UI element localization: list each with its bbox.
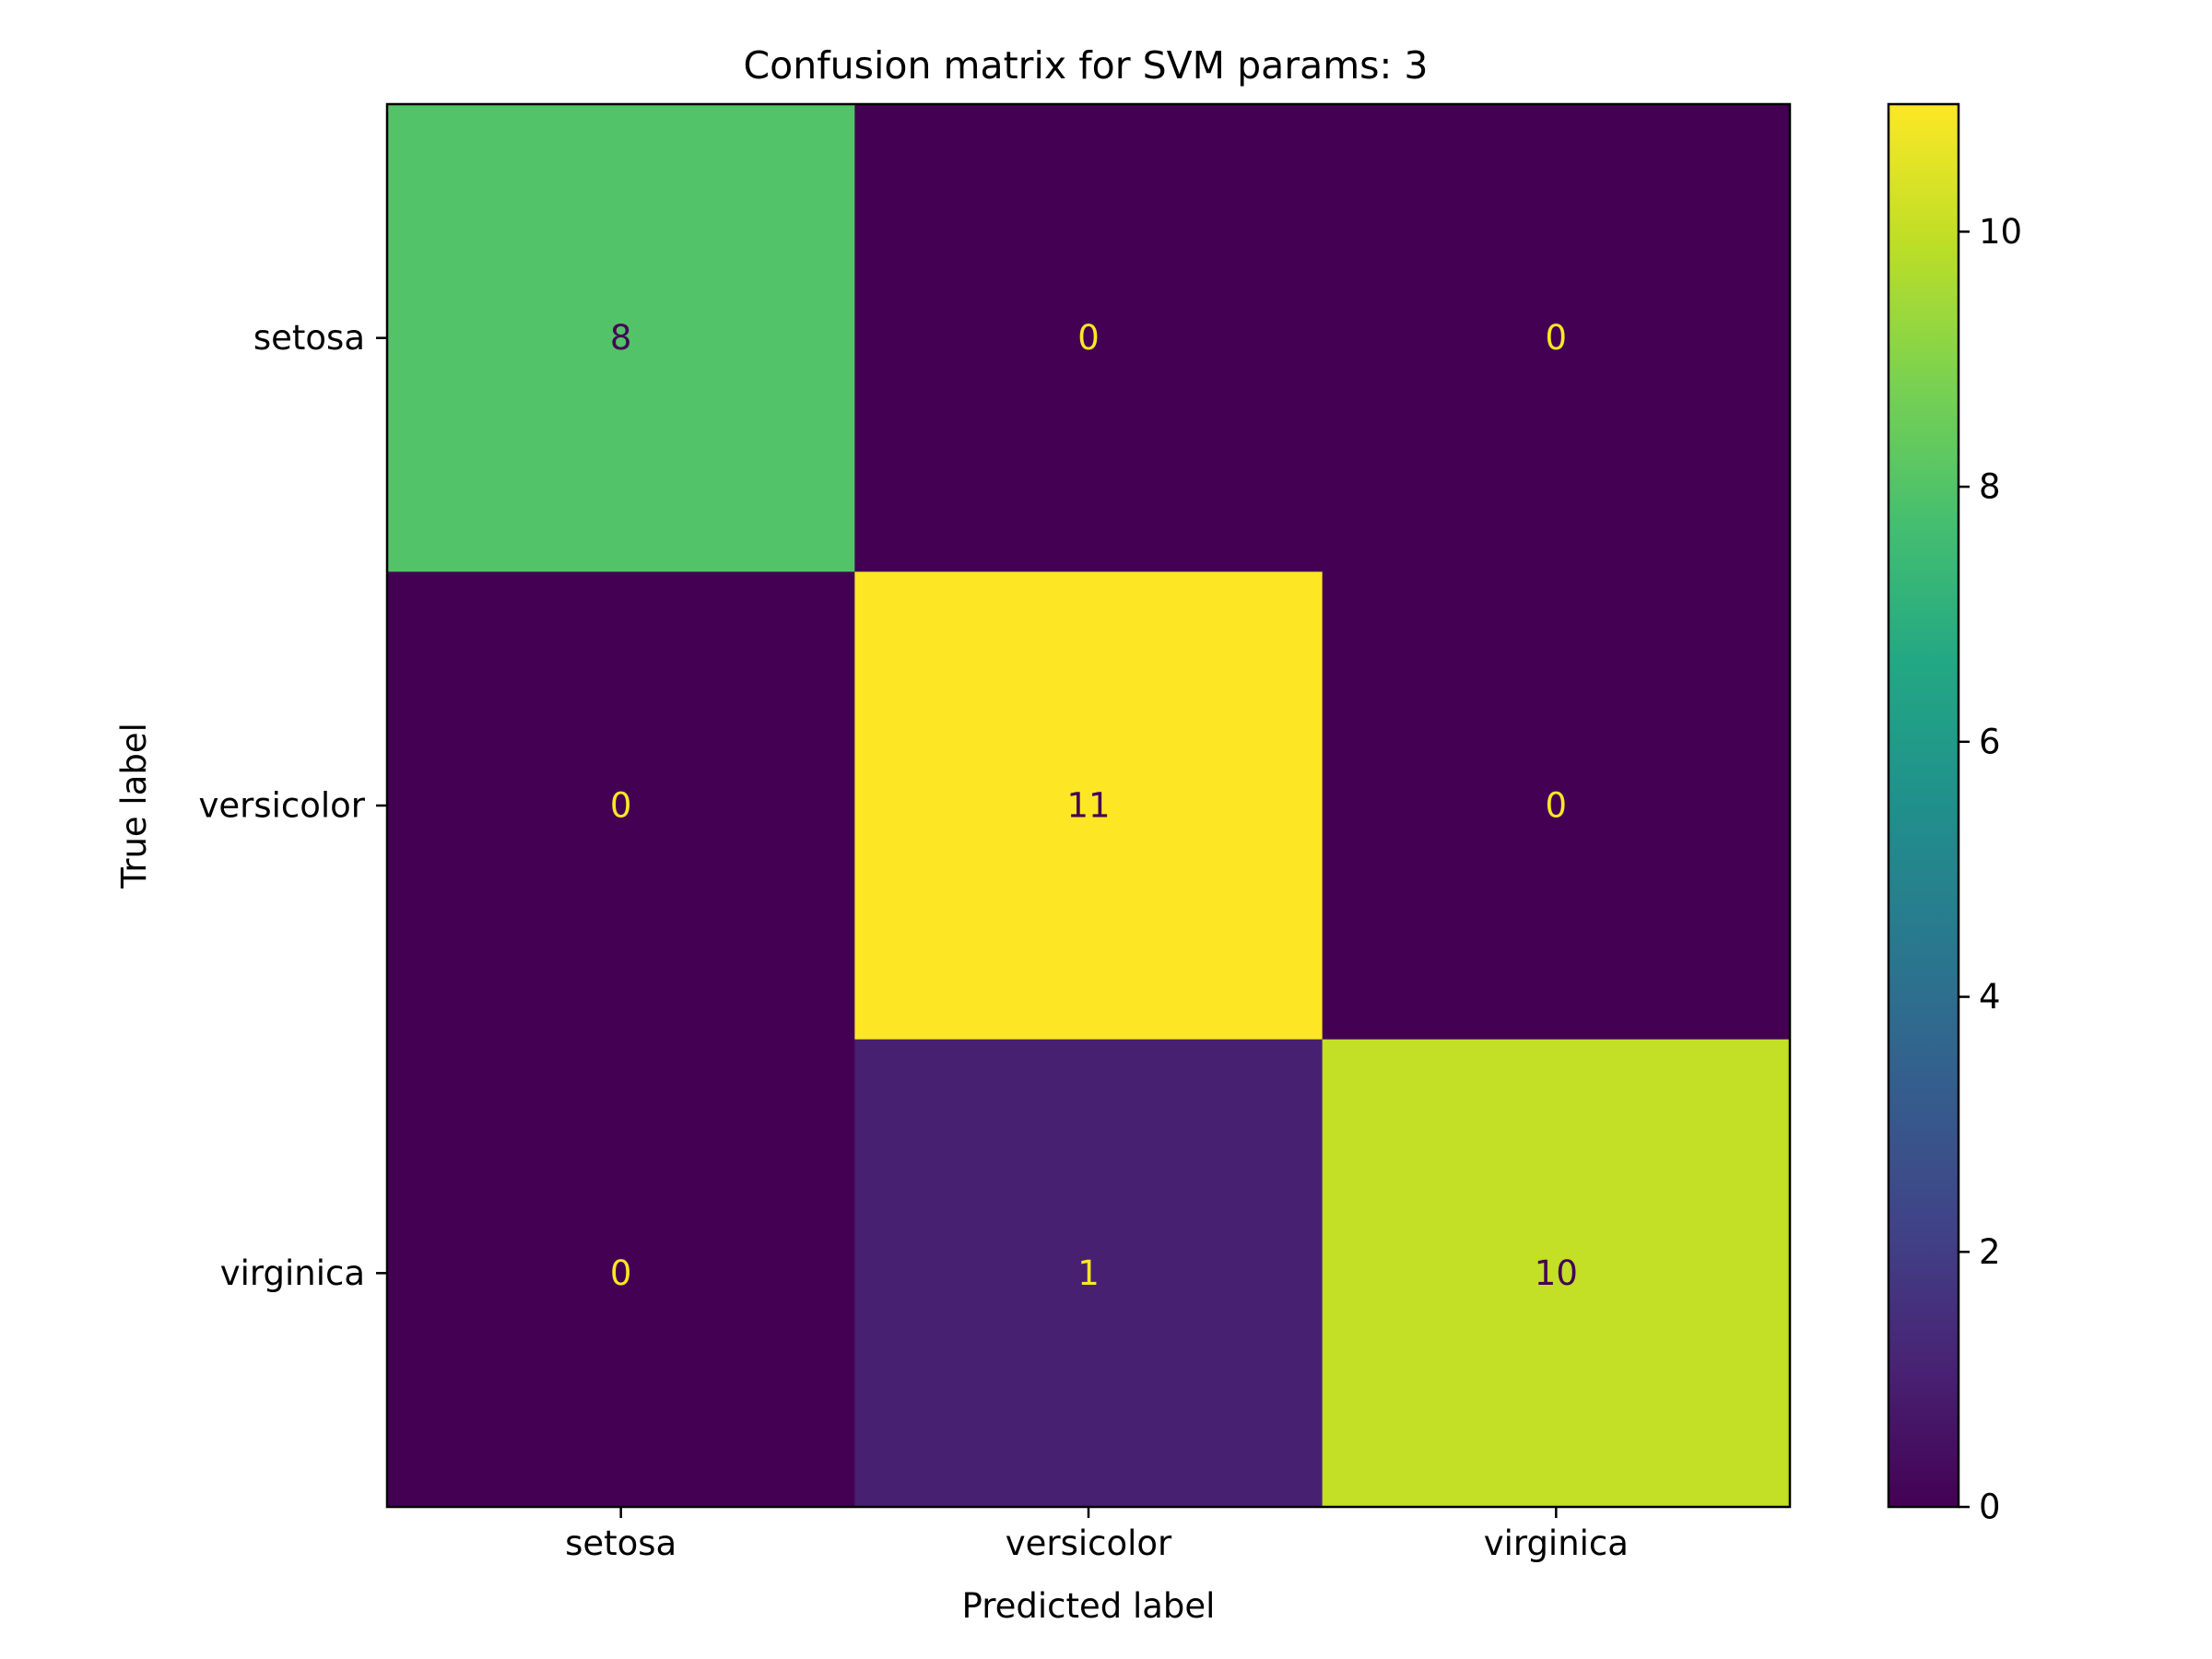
- colorbar-tick-label: 6: [1979, 722, 2001, 761]
- x-axis-label: Predicted label: [962, 1586, 1216, 1626]
- cell-value-label: 10: [1535, 1253, 1578, 1293]
- cell-value-label: 8: [610, 318, 632, 358]
- heatmap-cell-2-1: [854, 1039, 1324, 1508]
- colorbar-tick-label: 2: [1979, 1232, 2001, 1272]
- colorbar-tick-label: 4: [1979, 977, 2001, 1017]
- cell-value-label: 0: [610, 786, 632, 826]
- colorbar-tick-label: 8: [1979, 467, 2001, 507]
- y-tick-label: setosa: [253, 318, 365, 358]
- heatmap-cell-0-2: [1322, 104, 1791, 572]
- cell-value-label: 0: [1077, 318, 1100, 358]
- heatmap-cell-1-1: [854, 571, 1324, 1041]
- heatmap-cell-2-0: [387, 1039, 855, 1508]
- heatmap-cell-2-2: [1322, 1039, 1791, 1508]
- cell-value-label: 0: [610, 1253, 632, 1293]
- cell-value-label: 0: [1546, 786, 1568, 826]
- y-tick-label: virginica: [220, 1253, 365, 1293]
- x-tick-label: virginica: [1484, 1524, 1629, 1563]
- y-tick-label: versicolor: [198, 786, 365, 826]
- cell-value-labels: 8 0 00 11 00 1 10: [610, 318, 1578, 1293]
- heatmap-cells: [387, 104, 1791, 1508]
- chart-title: Confusion matrix for SVM params: 3: [744, 43, 1429, 88]
- cell-value-label: 0: [1546, 318, 1568, 358]
- cell-value-label: 11: [1066, 786, 1110, 826]
- x-tick-label: setosa: [565, 1524, 677, 1563]
- heatmap-cell-1-0: [387, 571, 855, 1041]
- colorbar: [1888, 104, 1959, 1507]
- colorbar-tick-label: 0: [1979, 1488, 2001, 1527]
- x-tick-label: versicolor: [1006, 1524, 1172, 1563]
- heatmap-cell-0-0: [387, 104, 855, 572]
- y-axis-label: True label: [114, 723, 154, 889]
- heatmap-cell-1-2: [1322, 571, 1791, 1041]
- colorbar-tick-label: 10: [1979, 212, 2022, 252]
- heatmap-cell-0-1: [854, 104, 1324, 572]
- x-axis-ticks: setosa versicolor virginica: [565, 1507, 1629, 1563]
- y-axis-ticks: setosa versicolor virginica: [198, 318, 387, 1293]
- colorbar-frame: [1887, 102, 1960, 1509]
- colorbar-ticks: 0 2 4 6 8 10: [1959, 212, 2022, 1527]
- cell-value-label: 1: [1077, 1253, 1100, 1293]
